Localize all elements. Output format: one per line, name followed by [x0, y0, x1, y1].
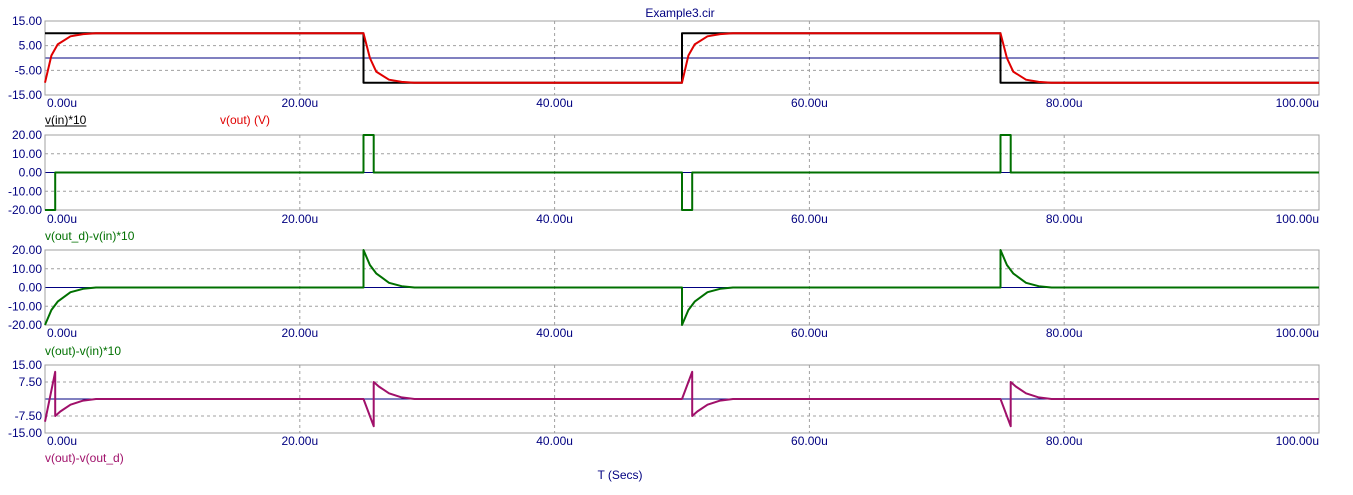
y-tick-label: -10.00 — [8, 299, 42, 313]
chart-title: Example3.cir — [645, 6, 714, 20]
x-tick-label: 0.00u — [47, 96, 77, 110]
y-tick-label: 0.00 — [19, 281, 43, 295]
y-tick-label: -10.00 — [8, 184, 42, 198]
x-tick-label: 100.00u — [1276, 96, 1319, 110]
panel-1: 15.00 5.00 -5.00 -15.00 0.00u 20.00u 40.00u 60.… — [8, 14, 1320, 127]
series-line-v(in)*10 — [45, 32, 1319, 84]
x-tick-label: 80.00u — [1046, 326, 1083, 340]
series-line-v(out)-v(in)*10 — [44, 249, 1319, 326]
x-tick-label: 80.00u — [1046, 96, 1083, 110]
x-tick-label: 40.00u — [536, 96, 573, 110]
legend-entry: v(out) (V) — [220, 113, 270, 127]
series-line-v(out)-v(out_d) — [44, 370, 1319, 428]
x-tick-label: 20.00u — [281, 96, 318, 110]
x-tick-label: 100.00u — [1276, 326, 1319, 340]
panel-3: 20.00 10.00 0.00 -10.00 -20.00 0.00u 20.00u 40.… — [8, 243, 1320, 358]
panel-4: 15.00 7.50 -7.50 -15.00 0.00u 20.00u 40.00u 60.… — [8, 358, 1320, 465]
x-tick-label: 40.00u — [536, 434, 573, 448]
x-tick-label: 40.00u — [536, 326, 573, 340]
x-tick-label: 80.00u — [1046, 212, 1083, 226]
x-tick-label: 20.00u — [281, 212, 318, 226]
y-tick-label: 15.00 — [12, 358, 42, 372]
y-tick-label: -5.00 — [15, 63, 43, 77]
y-tick-label: 15.00 — [12, 14, 42, 28]
y-tick-label: 20.00 — [12, 243, 42, 257]
y-tick-label: 10.00 — [12, 147, 42, 161]
x-tick-label: 100.00u — [1276, 212, 1319, 226]
legend-entry: v(out)-v(out_d) — [45, 451, 124, 465]
x-tick-label: 0.00u — [47, 326, 77, 340]
y-tick-label: 7.50 — [19, 375, 43, 389]
y-tick-label: 5.00 — [19, 39, 43, 53]
legend-entry: v(out)-v(in)*10 — [45, 344, 121, 358]
x-tick-label: 20.00u — [281, 326, 318, 340]
plot-panels: 15.00 5.00 -5.00 -15.00 0.00u 20.00u 40.00u 60.… — [8, 14, 1320, 465]
x-tick-label: 100.00u — [1276, 434, 1319, 448]
y-tick-label: -20.00 — [8, 318, 42, 332]
x-axis-label: T (Secs) — [597, 468, 642, 482]
y-tick-label: -15.00 — [8, 426, 42, 440]
x-tick-label: 0.00u — [47, 434, 77, 448]
y-tick-label: -20.00 — [8, 203, 42, 217]
y-tick-label: 10.00 — [12, 262, 42, 276]
x-tick-label: 40.00u — [536, 212, 573, 226]
x-tick-label: 80.00u — [1046, 434, 1083, 448]
panel-2: 20.00 10.00 0.00 -10.00 -20.00 0.00u 20.00u 40.… — [8, 128, 1320, 243]
plot-frame — [44, 20, 1320, 96]
y-tick-label: -7.50 — [15, 409, 43, 423]
y-tick-label: 0.00 — [19, 166, 43, 180]
y-tick-label: 20.00 — [12, 128, 42, 142]
series-line-v(out) — [44, 32, 1319, 84]
legend-entry: v(out_d)-v(in)*10 — [45, 229, 135, 243]
x-tick-label: 60.00u — [791, 96, 828, 110]
x-tick-label: 60.00u — [791, 326, 828, 340]
series-line-v(out_d)-v(in)*10 — [45, 134, 1319, 211]
x-tick-label: 60.00u — [791, 434, 828, 448]
legend-entry: v(in)*10 — [45, 113, 87, 127]
x-tick-label: 20.00u — [281, 434, 318, 448]
x-tick-label: 60.00u — [791, 212, 828, 226]
y-tick-label: -15.00 — [8, 88, 42, 102]
x-tick-label: 0.00u — [47, 212, 77, 226]
